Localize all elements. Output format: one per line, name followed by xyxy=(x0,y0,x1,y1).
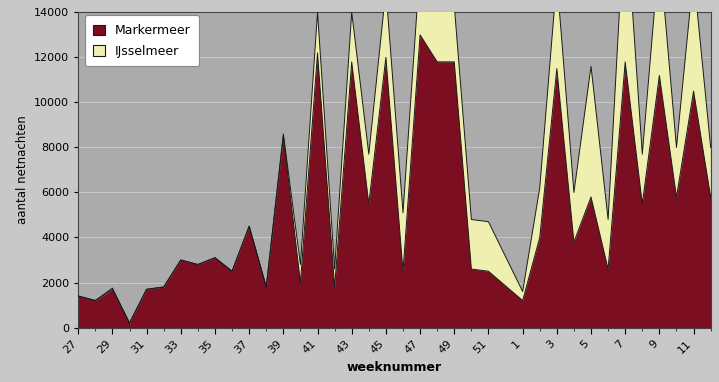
X-axis label: weeknummer: weeknummer xyxy=(347,361,442,374)
Y-axis label: aantal netnachten: aantal netnachten xyxy=(16,116,29,224)
Legend: Markermeer, IJsselmeer: Markermeer, IJsselmeer xyxy=(85,16,199,66)
